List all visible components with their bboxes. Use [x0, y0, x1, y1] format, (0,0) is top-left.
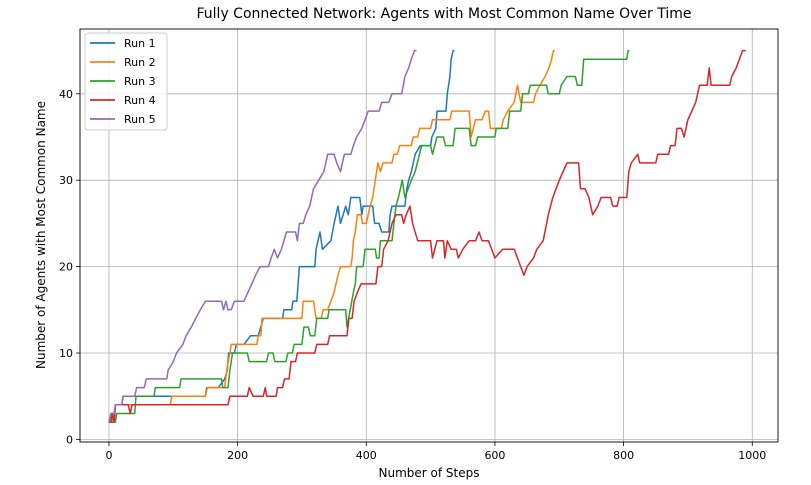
legend-label: Run 5 — [124, 113, 156, 126]
plot-frame — [79, 28, 779, 443]
y-tick-label: 40 — [59, 88, 73, 101]
series-line-run-2 — [108, 49, 555, 423]
series-line-run-1 — [108, 49, 455, 423]
series-line-run-5 — [108, 49, 417, 423]
chart-title: Fully Connected Network: Agents with Mos… — [197, 6, 692, 22]
y-tick-label: 20 — [59, 261, 73, 274]
x-axis-label: Number of Steps — [379, 466, 480, 480]
x-tick-label: 600 — [484, 449, 505, 462]
x-tick-label: 200 — [227, 449, 248, 462]
series-line-run-3 — [108, 49, 630, 423]
y-axis-label: Number of Agents with Most Common Name — [34, 101, 48, 369]
legend-box — [84, 32, 168, 131]
legend-label: Run 3 — [124, 75, 156, 88]
y-tick-label: 10 — [59, 347, 73, 360]
plot-area — [108, 49, 746, 423]
x-tick-label: 400 — [356, 449, 377, 462]
series-line-run-4 — [108, 49, 746, 423]
x-tick-label: 1000 — [738, 449, 766, 462]
x-tick-label: 0 — [105, 449, 112, 462]
legend-label: Run 1 — [124, 37, 156, 50]
y-tick-label: 30 — [59, 174, 73, 187]
grid — [80, 29, 778, 442]
y-tick-label: 0 — [66, 433, 73, 446]
legend-label: Run 2 — [124, 56, 156, 69]
legend-label: Run 4 — [124, 94, 156, 107]
axis-ticks: 0 200 400 600 800 1000 0 10 20 30 40 — [59, 88, 766, 462]
legend: Run 1 Run 2 Run 3 Run 4 Run 5 — [84, 32, 168, 131]
x-tick-label: 800 — [613, 449, 634, 462]
